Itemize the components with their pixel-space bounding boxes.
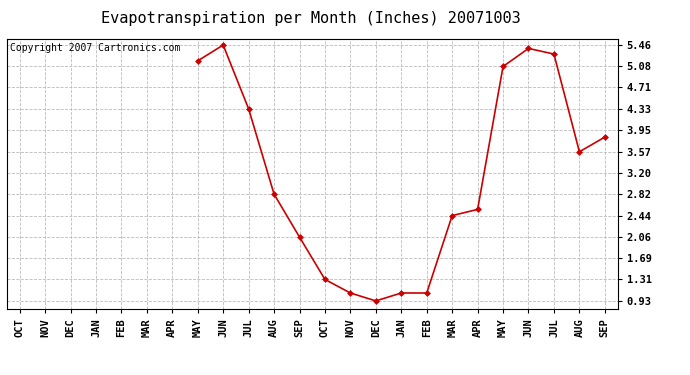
Text: Evapotranspiration per Month (Inches) 20071003: Evapotranspiration per Month (Inches) 20… [101, 11, 520, 26]
Text: Copyright 2007 Cartronics.com: Copyright 2007 Cartronics.com [10, 44, 180, 53]
